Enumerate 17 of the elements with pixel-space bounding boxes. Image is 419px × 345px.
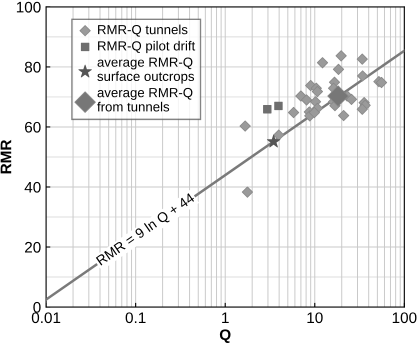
- x-tick-label: 10: [307, 312, 323, 324]
- x-tick-label: 100: [392, 312, 416, 324]
- y-tick-label: 40: [24, 182, 41, 193]
- y-tick-label: 20: [25, 242, 41, 253]
- x-tick-label: 0.01: [32, 312, 60, 324]
- x-tick-label: 0.1: [126, 312, 146, 324]
- y-axis-title: RMR: [0, 140, 12, 174]
- legend-label: RMR-Q pilot drift: [98, 40, 196, 54]
- legend-label: average RMR-Q from tunnels: [97, 88, 192, 112]
- x-axis-title: Q: [220, 329, 231, 344]
- legend-label: RMR-Q tunnels: [98, 24, 188, 37]
- y-tick-label: 100: [16, 2, 41, 13]
- y-tick-label: 60: [25, 122, 41, 133]
- y-tick-label: 80: [24, 62, 41, 73]
- x-tick-label: 1: [222, 312, 229, 323]
- annotation: RMR = 9 ln Q + 44: [96, 192, 197, 268]
- y-tick-label: 0: [33, 302, 41, 313]
